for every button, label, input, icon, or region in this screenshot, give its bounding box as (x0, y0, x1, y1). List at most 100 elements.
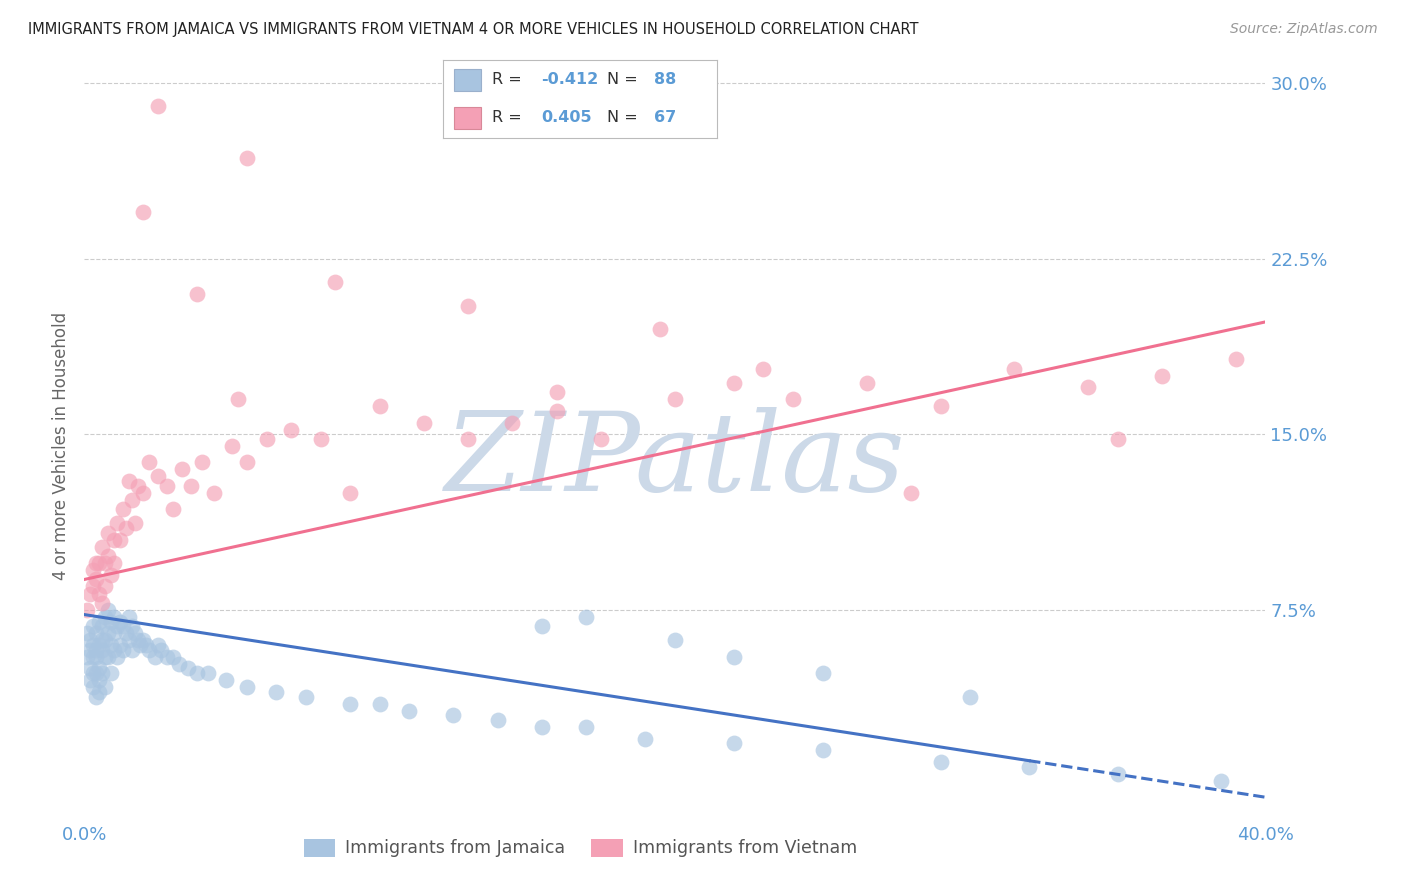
Point (811, 743, 834, 757)
Point (236, 455, 259, 469)
Point (84, 690, 107, 704)
Point (97, 525, 120, 540)
Point (94, 649, 117, 664)
Point (118, 474, 141, 488)
Point (91, 619, 114, 633)
Point (226, 392, 249, 407)
Point (87, 638, 111, 652)
Point (929, 399, 952, 413)
Point (1107, 432, 1129, 446)
Point (79, 633, 101, 648)
Point (186, 286, 208, 301)
Point (84, 573, 107, 587)
Point (100, 567, 122, 582)
Point (148, 99, 170, 113)
Point (94, 556, 117, 570)
Point (170, 462, 193, 476)
Text: 88: 88 (654, 72, 676, 87)
Point (959, 690, 981, 704)
Point (84, 666, 107, 681)
Point (197, 666, 219, 681)
Point (501, 416, 523, 430)
Text: ZIPatlas: ZIPatlas (444, 408, 905, 515)
Point (266, 685, 288, 699)
Point (103, 610, 125, 624)
Point (167, 657, 190, 671)
Point (309, 432, 332, 446)
Point (114, 626, 136, 640)
Point (82, 666, 104, 681)
Point (202, 485, 225, 500)
Point (91, 596, 114, 610)
Point (177, 661, 200, 675)
Point (531, 619, 554, 633)
Point (82, 680, 104, 694)
Point (900, 485, 922, 500)
Point (97, 603, 120, 617)
Point (221, 439, 243, 453)
Point (91, 666, 114, 681)
Point (723, 736, 745, 750)
Point (1107, 767, 1129, 781)
Point (94, 610, 117, 624)
Point (97, 549, 120, 563)
Point (156, 649, 179, 664)
Text: IMMIGRANTS FROM JAMAICA VS IMMIGRANTS FROM VIETNAM 4 OR MORE VEHICLES IN HOUSEHO: IMMIGRANTS FROM JAMAICA VS IMMIGRANTS FR… (28, 22, 918, 37)
Point (76, 649, 98, 664)
Point (108, 615, 131, 629)
Point (398, 704, 420, 718)
Point (84, 556, 107, 570)
Point (280, 423, 302, 437)
Point (162, 649, 184, 664)
Point (575, 610, 598, 624)
Point (634, 731, 657, 746)
Point (325, 275, 347, 289)
Point (723, 376, 745, 390)
Point (103, 626, 125, 640)
Point (1077, 380, 1099, 394)
Point (180, 479, 202, 493)
Point (650, 322, 672, 336)
Point (79, 642, 101, 657)
Point (76, 626, 98, 640)
Point (100, 666, 122, 681)
Point (368, 399, 391, 413)
Point (1150, 368, 1173, 383)
Point (856, 376, 879, 390)
Point (124, 516, 146, 531)
Point (457, 432, 479, 446)
Point (236, 680, 259, 694)
Point (368, 697, 391, 711)
Point (97, 649, 120, 664)
Point (118, 610, 141, 624)
Point (929, 755, 952, 769)
Point (91, 540, 114, 554)
Point (97, 626, 120, 640)
Point (121, 492, 143, 507)
Point (127, 479, 149, 493)
Point (87, 661, 111, 675)
FancyBboxPatch shape (454, 70, 481, 91)
Point (91, 633, 114, 648)
Point (118, 633, 141, 648)
Point (148, 638, 170, 652)
Point (664, 392, 686, 407)
Point (132, 205, 155, 219)
Point (84, 642, 107, 657)
Point (82, 580, 104, 594)
Point (591, 432, 613, 446)
Point (1018, 760, 1040, 774)
Point (103, 533, 125, 547)
Text: 0.405: 0.405 (541, 111, 592, 126)
Point (413, 416, 436, 430)
Point (94, 633, 117, 648)
Point (103, 642, 125, 657)
Point (162, 502, 184, 516)
Point (111, 619, 134, 633)
Point (132, 485, 155, 500)
Text: R =: R = (492, 111, 527, 126)
Point (84, 649, 107, 664)
Point (91, 642, 114, 657)
Point (82, 563, 104, 577)
Point (752, 361, 775, 376)
